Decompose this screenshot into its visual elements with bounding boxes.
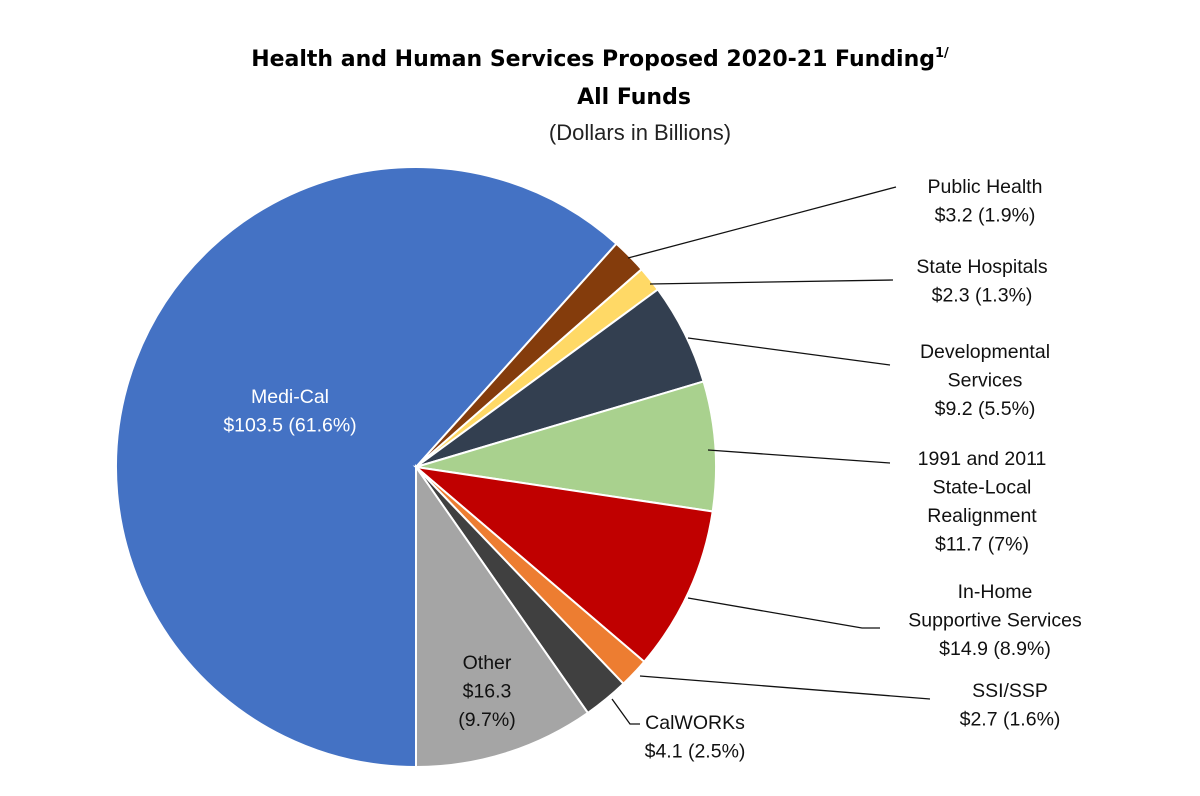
data-label-line: Public Health [928, 176, 1043, 198]
pie-slice-in-home-supportive-services [412, 465, 714, 664]
data-label-line: State Hospitals [916, 256, 1047, 278]
data-label-line: Realignment [927, 505, 1037, 527]
leader-lines [611, 186, 931, 725]
data-label-line: $14.9 (8.9%) [939, 638, 1051, 660]
data-label-medi-cal: Medi-Cal $103.5 (61.6%) [223, 386, 356, 437]
data-label-calworks: CalWORKs $4.1 (2.5%) [645, 712, 746, 763]
pie-slice-other [415, 463, 590, 769]
data-label-line: SSI/SSP [972, 680, 1048, 702]
data-label-line: $11.7 (7%) [935, 534, 1029, 556]
data-label-line: Developmental [920, 341, 1050, 363]
leader-line-public-health [627, 186, 897, 259]
slice-labels: Medi-Cal $103.5 (61.6%) Public Health $3.2 … [223, 176, 1082, 763]
chart-units: (Dollars in Billions) [549, 120, 731, 145]
data-label-line: Supportive Services [908, 610, 1082, 632]
chart-subtitle: All Funds [577, 85, 691, 110]
data-label-line: Other [463, 652, 512, 674]
data-label-line: $3.2 (1.9%) [935, 205, 1036, 227]
data-label-line: State-Local [933, 477, 1032, 499]
data-label-in-home-supportive-services: In-Home Supportive Services $14.9 (8.9%) [908, 581, 1082, 660]
leader-line-ssi-ssp [639, 675, 931, 700]
leader-line-state-hospitals [649, 279, 894, 285]
data-label-line: 1991 and 2011 [918, 448, 1047, 470]
data-label-developmental-services: Developmental Services $9.2 (5.5%) [920, 341, 1050, 420]
data-label-line: $16.3 [463, 681, 512, 703]
data-label-line: $2.7 (1.6%) [960, 709, 1061, 731]
chart-title: Health and Human Services Proposed 2020-… [251, 46, 949, 72]
leader-line-developmental-services [687, 337, 891, 366]
data-label-line: $103.5 (61.6%) [223, 415, 356, 437]
data-label-other: Other $16.3 (9.7%) [458, 652, 515, 731]
pie-slices [115, 166, 717, 769]
data-label-line: In-Home [958, 581, 1033, 603]
data-label-public-health: Public Health $3.2 (1.9%) [928, 176, 1043, 227]
leader-line-1991-and-2011-state-local-realignment [707, 449, 891, 464]
data-label-line: Services [948, 370, 1023, 392]
data-label-state-hospitals: State Hospitals $2.3 (1.3%) [916, 256, 1047, 307]
data-label-line: Medi-Cal [251, 386, 329, 408]
data-label-1991-and-2011-state-local-realignment: 1991 and 2011 State-Local Realignment $11.7… [918, 448, 1047, 556]
pie-slice-1991-and-2011-state-local-realignment [415, 380, 717, 513]
data-label-line: $2.3 (1.3%) [932, 285, 1033, 307]
data-label-line: $4.1 (2.5%) [645, 741, 746, 763]
data-label-line: (9.7%) [458, 709, 515, 731]
data-label-line: CalWORKs [645, 712, 745, 734]
pie-slice-medi-cal [115, 166, 618, 769]
data-label-ssi-ssp: SSI/SSP $2.7 (1.6%) [960, 680, 1061, 731]
leader-line-in-home-supportive-services [687, 597, 880, 629]
data-label-line: $9.2 (5.5%) [935, 398, 1036, 420]
leader-line-calworks [611, 698, 640, 725]
